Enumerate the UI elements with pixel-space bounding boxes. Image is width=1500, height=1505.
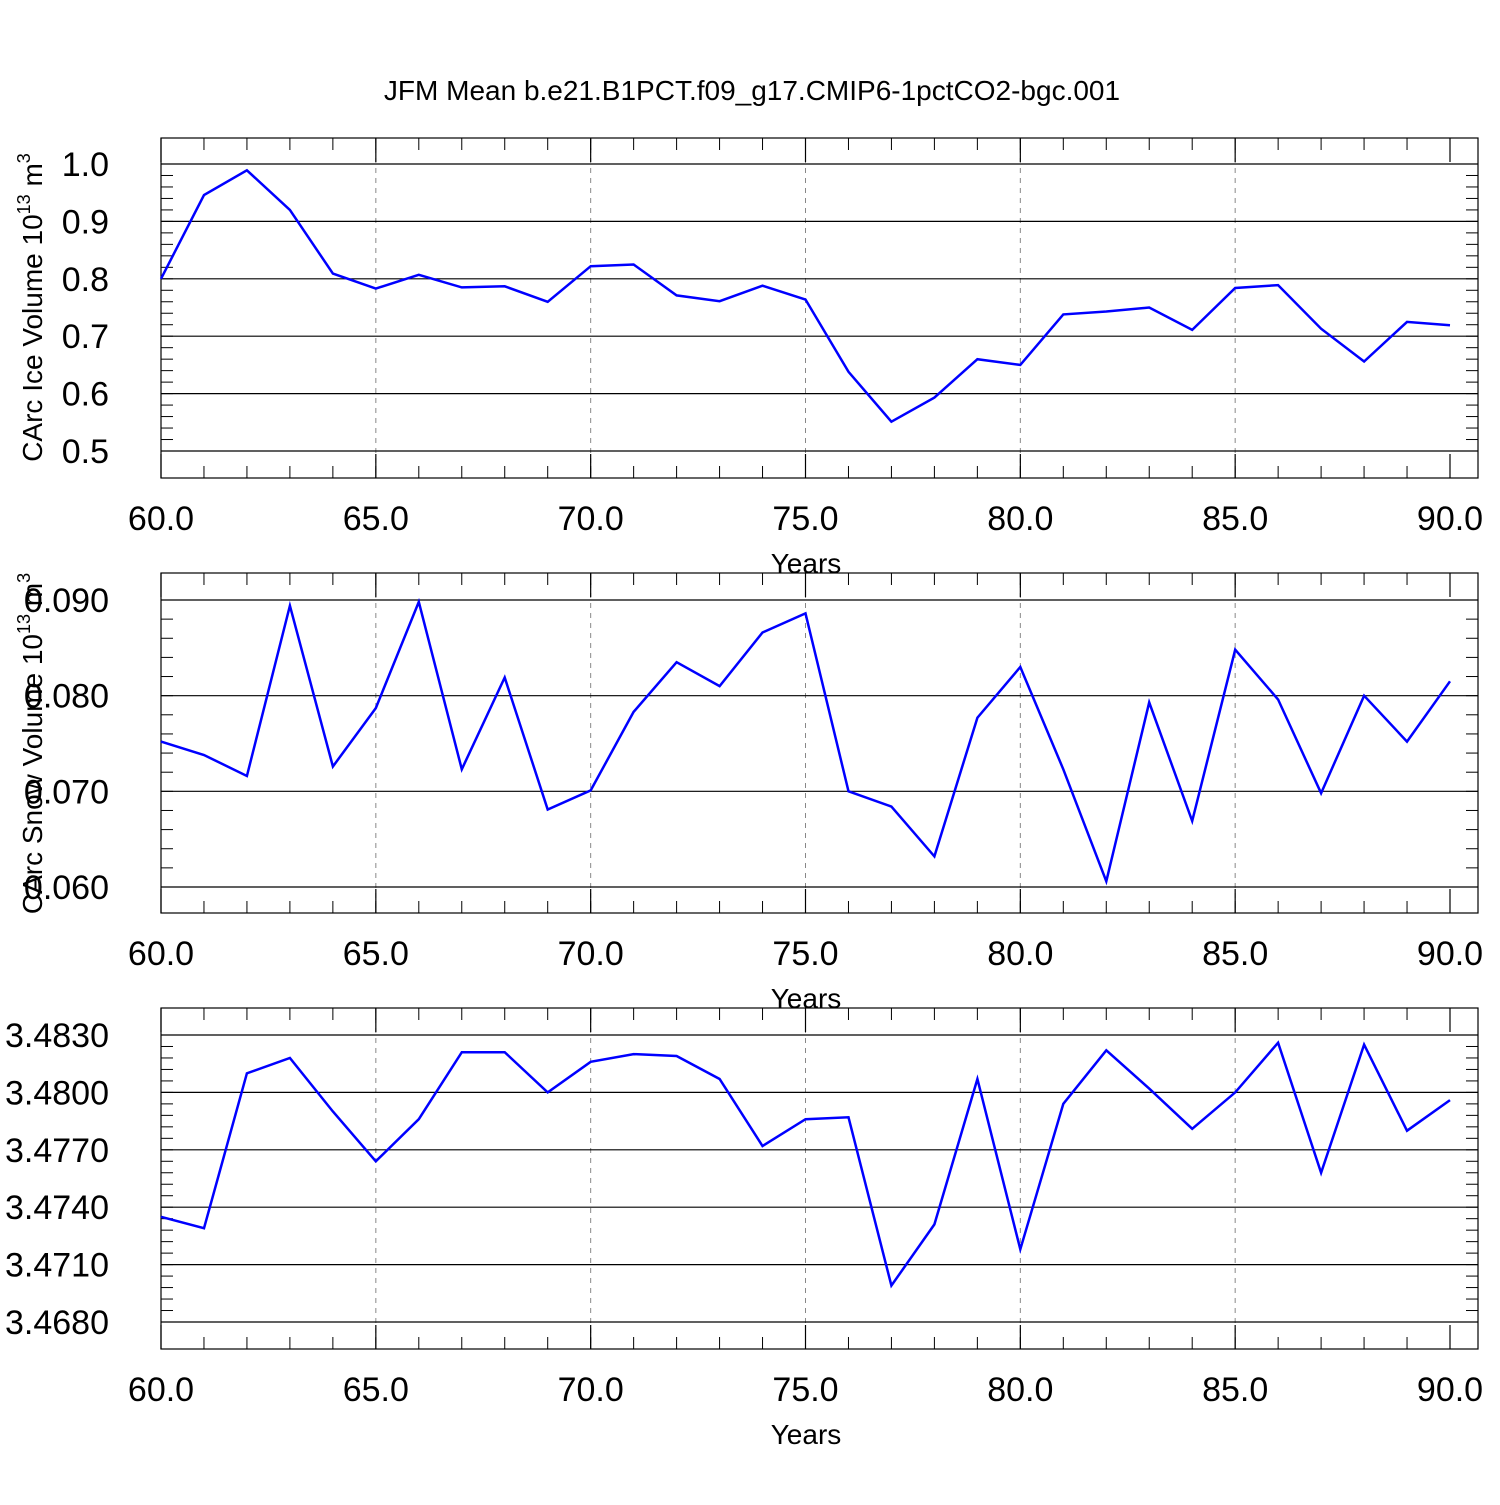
y-tick-label: 3.4710 [5, 1247, 109, 1285]
y-tick-label: 3.4740 [5, 1189, 109, 1227]
y-tick-label: 3.4830 [5, 1017, 109, 1055]
x-tick-label: 80.0 [987, 935, 1053, 973]
y-tick-label: 0.090 [24, 582, 109, 620]
x-tick-label: 70.0 [558, 1371, 624, 1409]
chart-panel-1: 0.5 0.6 0.7 0.8 0.9 1.0 60.0 65.0 70.0 75.0 80.0 85… [14, 137, 1483, 579]
x-tick-label: 90.0 [1417, 500, 1483, 538]
y-tick-label: 0.8 [62, 261, 109, 299]
x-tick-label: 75.0 [772, 500, 838, 538]
y-tick-label: 3.4770 [5, 1132, 109, 1170]
y-tick-label: 0.9 [62, 203, 109, 241]
series-line-1 [160, 1040, 1451, 1289]
x-tick-label: 60.0 [128, 1371, 194, 1409]
x-tick-label: 65.0 [343, 935, 409, 973]
x-tick-label: 80.0 [987, 1371, 1053, 1409]
series-line-1 [160, 597, 1452, 886]
x-tick-label: 85.0 [1202, 500, 1268, 538]
x-tick-label: 90.0 [1417, 1371, 1483, 1409]
chart-panel-3: 3.4680 3.4710 3.4740 3.4770 3.4800 3.4830 60.0… [5, 1007, 1483, 1450]
y-tick-label: 0.5 [62, 433, 109, 471]
x-tick-label: 60.0 [128, 500, 194, 538]
x-tick-label: 65.0 [343, 500, 409, 538]
x-axis-title: Years [771, 1419, 842, 1450]
chart-title: JFM Mean b.e21.B1PCT.f09_g17.CMIP6-1pctC… [384, 75, 1120, 106]
x-tick-label: 70.0 [558, 500, 624, 538]
x-tick-label: 90.0 [1417, 935, 1483, 973]
x-tick-label: 80.0 [987, 500, 1053, 538]
x-tick-label: 70.0 [558, 935, 624, 973]
y-tick-label: 1.0 [62, 146, 109, 184]
y-tick-label: 0.060 [24, 869, 109, 907]
y-tick-label: 3.4800 [5, 1074, 109, 1112]
y-tick-label: 0.070 [24, 773, 109, 811]
x-tick-label: 85.0 [1202, 1371, 1268, 1409]
series-line-1 [159, 168, 1451, 424]
y-tick-label: 3.4680 [5, 1304, 109, 1342]
x-tick-label: 85.0 [1202, 935, 1268, 973]
y-tick-label: 0.080 [24, 678, 109, 716]
plot-frame [160, 137, 1479, 479]
x-tick-label: 60.0 [128, 935, 194, 973]
y-axis-title: CArc Ice Volume 1013 m3 [14, 153, 48, 462]
plot-frame [160, 572, 1479, 914]
y-tick-label: 0.6 [62, 376, 109, 414]
x-tick-label: 65.0 [343, 1371, 409, 1409]
plot-frame [160, 1007, 1479, 1350]
x-tick-label: 75.0 [772, 1371, 838, 1409]
chart-panel-2: 0.060 0.070 0.080 0.090 60.0 65.0 70.0 75.0 80.0… [14, 572, 1483, 1014]
y-tick-label: 0.7 [62, 318, 109, 356]
x-tick-label: 75.0 [772, 935, 838, 973]
y-axis-title: CArc Snow Volume 1013 m3 [14, 573, 48, 914]
